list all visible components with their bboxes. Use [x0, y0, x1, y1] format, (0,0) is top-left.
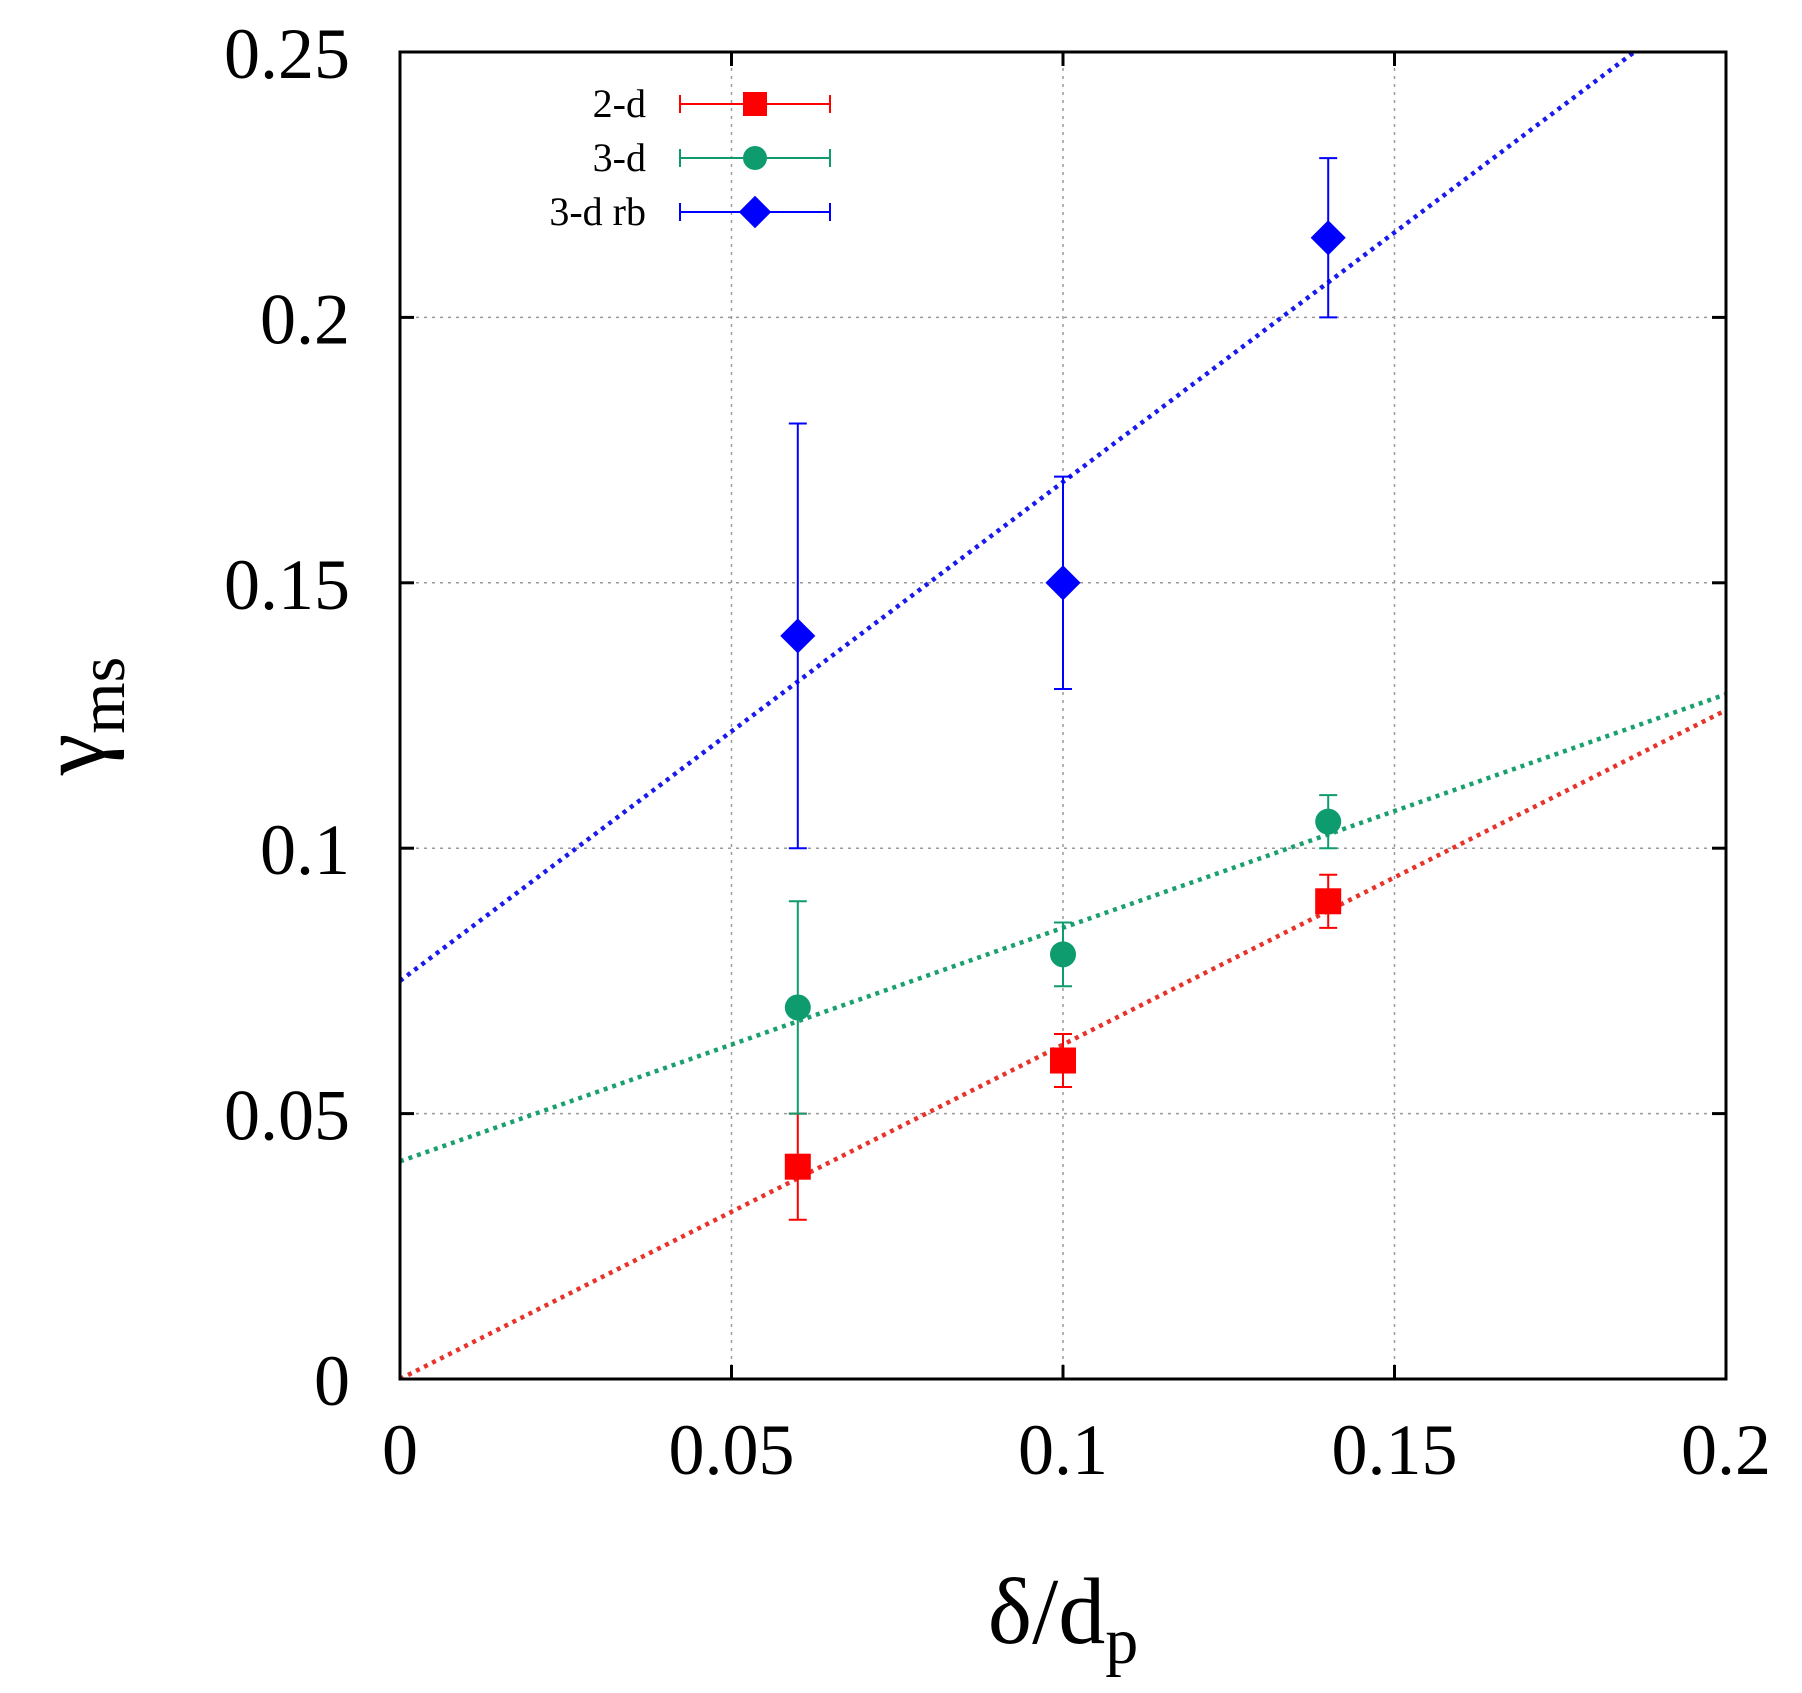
x-axis-title: δ/dp [988, 1560, 1138, 1678]
y-tick-labels: 0 0.05 0.1 0.15 0.2 0.25 [224, 14, 350, 1421]
data-series [780, 157, 1346, 1221]
x-tick-label: 0 [382, 1410, 418, 1490]
data-point [1050, 941, 1076, 968]
series-3-d-rb [780, 157, 1346, 850]
legend-entry-3-d: 3-d [593, 135, 831, 180]
legend-label: 3-d rb [549, 189, 646, 234]
plot-frame [398, 50, 1728, 1381]
data-point [1310, 220, 1346, 256]
x-tick-label: 0.15 [1332, 1410, 1458, 1490]
x-axis-title-main: δ/d [988, 1560, 1105, 1664]
legend-entry-2-d: 2-d [593, 81, 831, 126]
data-point [780, 618, 816, 654]
data-point [1045, 565, 1081, 601]
legend-marker [738, 195, 772, 229]
legend-entry-3-d-rb: 3-d rb [549, 189, 831, 234]
y-tick-label: 0.2 [260, 279, 350, 359]
y-tick-label: 0.25 [224, 14, 350, 94]
legend-label: 2-d [593, 81, 646, 126]
x-tick-label: 0.05 [669, 1410, 795, 1490]
data-point [1050, 1047, 1076, 1074]
data-point [784, 1153, 811, 1180]
data-point [1315, 808, 1342, 835]
legend-label: 3-d [593, 135, 646, 180]
legend-marker [743, 92, 767, 116]
x-tick-label: 0.1 [1018, 1410, 1108, 1490]
legend-marker [743, 146, 767, 170]
x-axis-title-sub: p [1105, 1605, 1138, 1678]
data-point [784, 994, 811, 1021]
y-tick-label: 0 [314, 1341, 350, 1421]
data-point [1315, 888, 1342, 915]
legend: 2-d 3-d 3-d rb [549, 81, 831, 234]
y-axis-title-main: γ [21, 734, 125, 777]
y-tick-label: 0.05 [224, 1076, 350, 1156]
y-tick-label: 0.15 [224, 545, 350, 625]
x-tick-label: 0.2 [1681, 1410, 1771, 1490]
axis-ticks [398, 50, 1728, 1381]
grid [400, 52, 1726, 1379]
series-2-d [784, 873, 1342, 1221]
series-3-d [784, 794, 1342, 1115]
y-axis-title: γms [21, 657, 139, 777]
y-axis-title-sub: ms [66, 657, 139, 734]
y-tick-label: 0.1 [260, 810, 350, 890]
x-tick-labels: 0 0.05 0.1 0.15 0.2 [382, 1410, 1771, 1490]
